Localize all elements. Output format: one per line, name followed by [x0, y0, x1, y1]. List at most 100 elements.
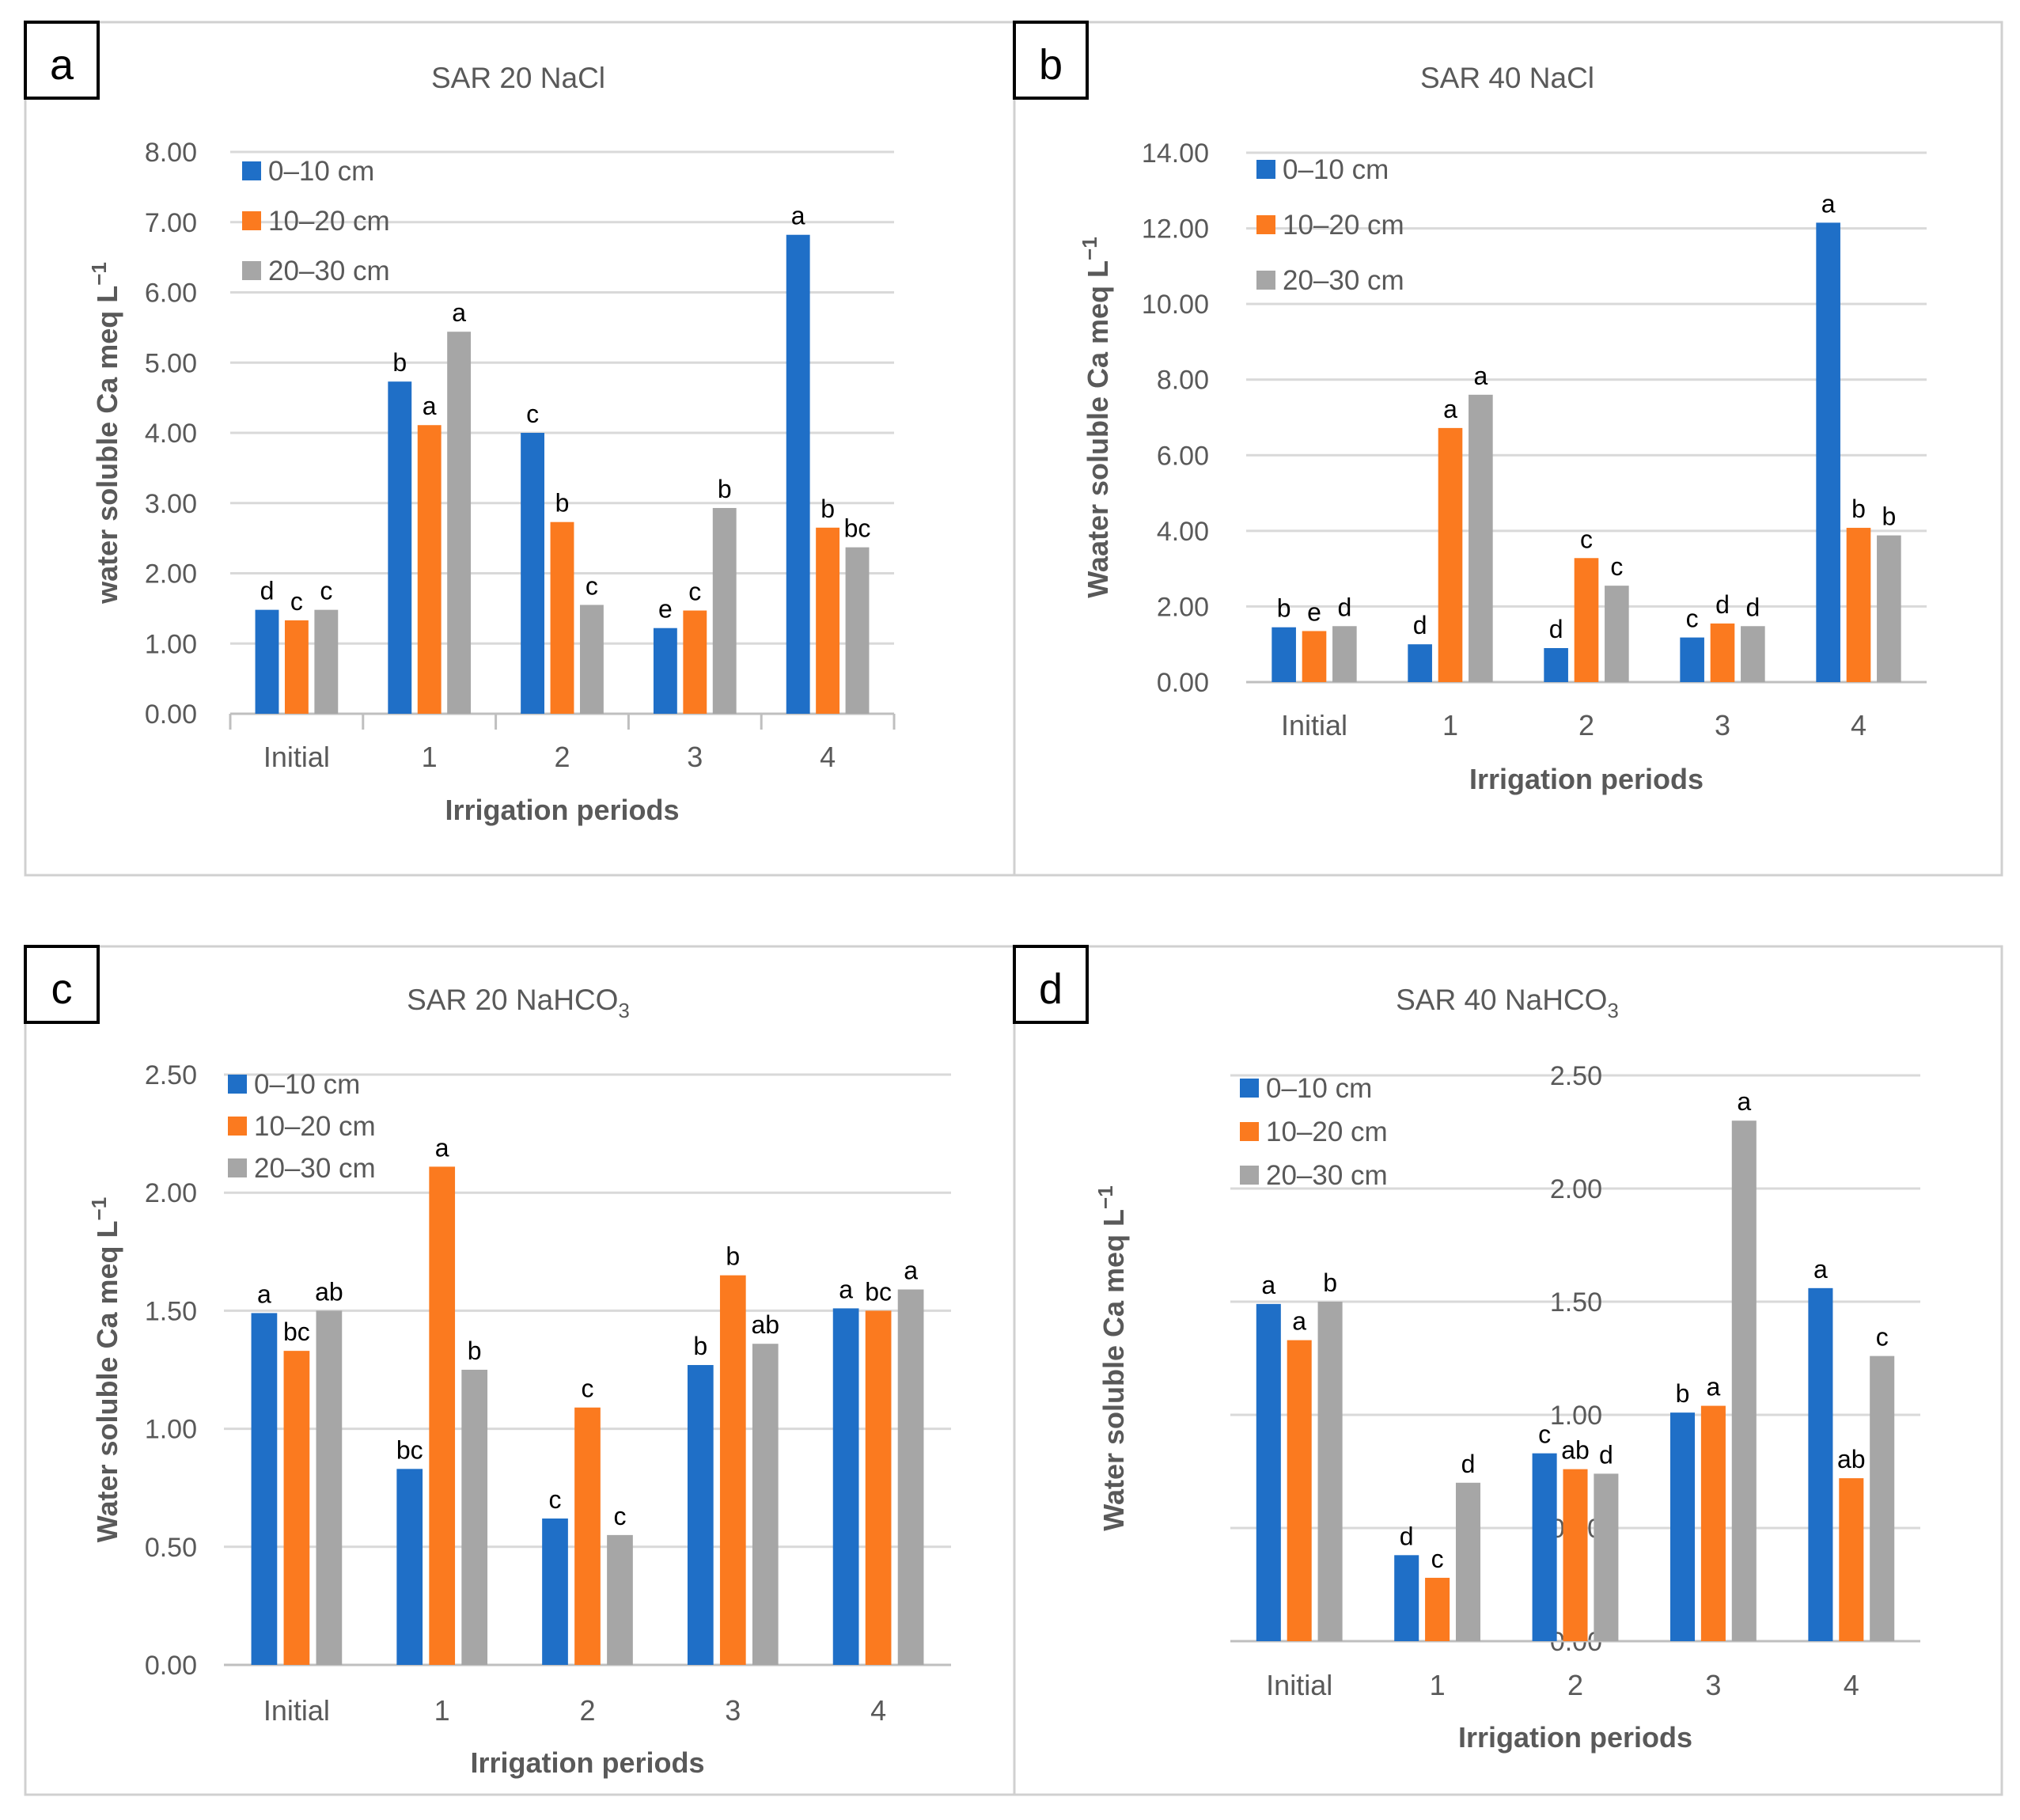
panel-label: b: [1039, 41, 1063, 89]
panel-frame: [1013, 945, 2003, 1796]
bar: [1816, 222, 1840, 682]
panel-label-box: [1013, 21, 1089, 100]
significance-letter: a: [1707, 1373, 1721, 1401]
significance-letter: ab: [1561, 1436, 1590, 1465]
y-axis-label-superscript: −1: [1078, 237, 1101, 260]
bar: [786, 234, 810, 715]
significance-letter: d: [1413, 611, 1427, 639]
x-tick-label: 2: [1567, 1669, 1583, 1701]
legend-label: 0–10 cm: [254, 1069, 360, 1100]
bar: [1563, 1469, 1588, 1641]
significance-letter: bc: [396, 1435, 423, 1464]
chart-title-text: SAR 20 NaCl: [431, 62, 605, 94]
y-axis-label-superscript: −1: [87, 1197, 111, 1221]
legend-swatch: [1256, 271, 1275, 290]
legend-label: 10–20 cm: [268, 206, 390, 237]
y-tick-label: 2.00: [145, 559, 197, 590]
significance-letter: b: [1851, 495, 1866, 523]
significance-letter: c: [1431, 1545, 1444, 1573]
y-tick-label: 2.00: [1550, 1174, 1602, 1204]
legend-swatch: [1240, 1166, 1259, 1185]
bar: [255, 609, 279, 714]
bar: [1669, 1412, 1696, 1641]
significance-letter: a: [452, 298, 466, 327]
bar: [1877, 535, 1901, 682]
y-axis-label-text: Water soluble Ca meq L: [1097, 1209, 1130, 1531]
y-tick-label: 2.50: [1550, 1061, 1602, 1091]
bar: [1455, 1482, 1481, 1641]
bar: [542, 1518, 568, 1665]
y-tick-label: 7.00: [145, 208, 197, 238]
bar: [1700, 1405, 1726, 1641]
significance-letter: d: [1400, 1522, 1414, 1550]
panel-label-box: [24, 21, 100, 100]
bar: [521, 433, 545, 714]
chart-title-subscript: 3: [1607, 999, 1618, 1022]
significance-letter: c: [582, 1374, 594, 1403]
y-tick-label: 4.00: [145, 419, 197, 449]
bar: [712, 507, 737, 714]
bar: [1469, 394, 1493, 682]
legend-swatch: [228, 1158, 247, 1177]
significance-letter: ab: [751, 1310, 779, 1339]
chart-title: SAR 40 NaCl: [1420, 62, 1594, 94]
bar: [1870, 1356, 1895, 1641]
x-axis-label: Irrigation periods: [470, 1746, 704, 1779]
legend-label: 20–30 cm: [268, 256, 390, 286]
y-axis-label: Water soluble Ca meq L−1: [87, 1197, 123, 1542]
bar: [719, 1275, 746, 1665]
significance-letter: b: [1882, 502, 1896, 531]
significance-letter: c: [688, 578, 701, 606]
chart-title-text: SAR 40 NaCl: [1420, 62, 1594, 94]
legend-swatch: [1240, 1079, 1259, 1098]
x-tick-label: 2: [1578, 709, 1594, 741]
y-tick-label: 0.00: [1157, 668, 1209, 698]
significance-letter: e: [658, 595, 673, 624]
bar: [1839, 1478, 1864, 1641]
significance-letter: a: [1292, 1307, 1306, 1336]
legend-swatch: [1256, 215, 1275, 234]
bar: [683, 610, 707, 714]
x-tick-label: 3: [687, 741, 703, 773]
y-axis-label-superscript: −1: [87, 262, 111, 286]
x-tick-label: Initial: [263, 1694, 330, 1727]
bar: [1846, 528, 1871, 682]
significance-letter: d: [1715, 590, 1730, 619]
significance-letter: c: [1686, 605, 1699, 633]
legend-label: 10–20 cm: [254, 1111, 376, 1142]
x-tick-label: Initial: [263, 741, 330, 773]
significance-letter: a: [423, 392, 437, 420]
bar: [845, 547, 870, 714]
x-tick-label: 4: [870, 1694, 886, 1727]
bar: [1605, 586, 1629, 682]
significance-letter: b: [1676, 1379, 1690, 1408]
y-tick-label: 2.00: [1157, 592, 1209, 622]
legend-swatch: [242, 211, 261, 230]
significance-letter: b: [821, 495, 835, 523]
legend-swatch: [228, 1075, 247, 1094]
bar: [1741, 626, 1765, 682]
x-tick-label: Initial: [1281, 709, 1347, 741]
y-tick-label: 2.50: [145, 1060, 197, 1090]
y-tick-label: 1.00: [145, 1415, 197, 1445]
bar: [1332, 626, 1357, 682]
y-tick-label: 12.00: [1142, 214, 1209, 245]
bar: [1710, 623, 1735, 682]
x-axis-label: Irrigation periods: [1469, 763, 1704, 795]
bar: [396, 1469, 423, 1665]
significance-letter: ab: [315, 1277, 343, 1306]
significance-letter: a: [791, 202, 805, 230]
chart-title: SAR 40 NaHCO3: [1396, 984, 1619, 1022]
legend-label: 0–10 cm: [268, 156, 374, 187]
significance-letter: c: [1538, 1420, 1551, 1449]
significance-letter: b: [726, 1242, 740, 1271]
bar: [550, 521, 574, 714]
chart-title: SAR 20 NaHCO3: [407, 984, 630, 1022]
y-axis-label: Water soluble Ca meq L−1: [1093, 1185, 1130, 1530]
x-tick-label: 3: [1715, 709, 1730, 741]
chart-title: SAR 20 NaCl: [431, 62, 605, 94]
bar: [1544, 647, 1568, 682]
significance-letter: d: [1337, 593, 1351, 621]
y-axis-label: water soluble Ca meq L−1: [87, 262, 123, 605]
